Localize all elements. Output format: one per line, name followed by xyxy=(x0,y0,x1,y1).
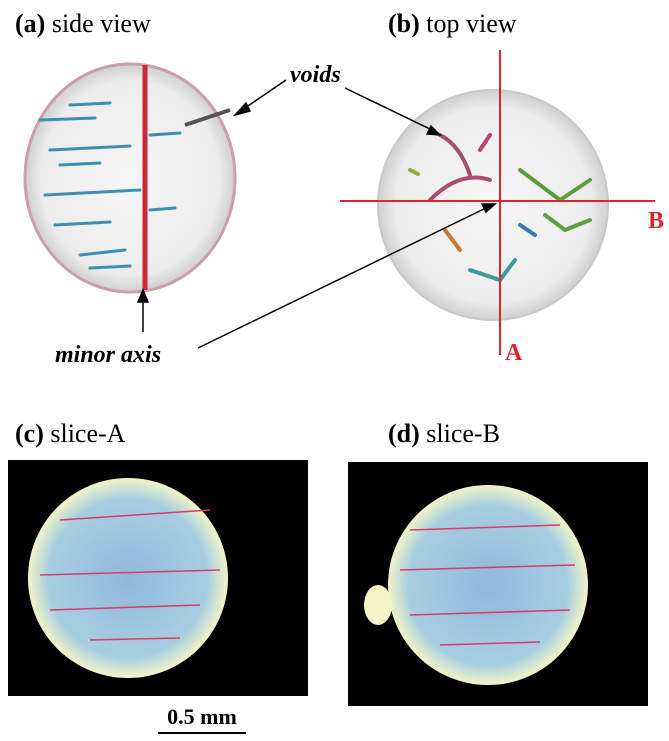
side-view-image xyxy=(25,64,235,292)
panel-title: side view xyxy=(52,9,151,38)
annotation: minor axis xyxy=(55,342,161,368)
top-view-image xyxy=(340,50,655,355)
panel-title: top view xyxy=(426,9,516,38)
panel-label: (a) xyxy=(15,9,45,38)
slice-a-image xyxy=(8,460,308,696)
axis-label: B xyxy=(648,208,664,234)
annotation: voids xyxy=(290,62,341,88)
panel-title: slice-A xyxy=(50,419,125,448)
panel-label: (b) xyxy=(388,9,420,38)
panel-caption: (a) side view xyxy=(15,9,151,38)
slice-b-image xyxy=(348,462,648,706)
axis-label: A xyxy=(505,340,523,366)
panel-label: (d) xyxy=(388,419,420,448)
panel-caption: (b) top view xyxy=(388,9,517,38)
figure: (a) side view (b) top view (c) slice-A (… xyxy=(0,0,669,736)
panel-label: (c) xyxy=(15,419,44,448)
panel-caption: (d) slice-B xyxy=(388,419,500,448)
scale-bar-label: 0.5 mm xyxy=(167,704,237,729)
panel-title: slice-B xyxy=(426,419,500,448)
panel-caption: (c) slice-A xyxy=(15,419,126,448)
